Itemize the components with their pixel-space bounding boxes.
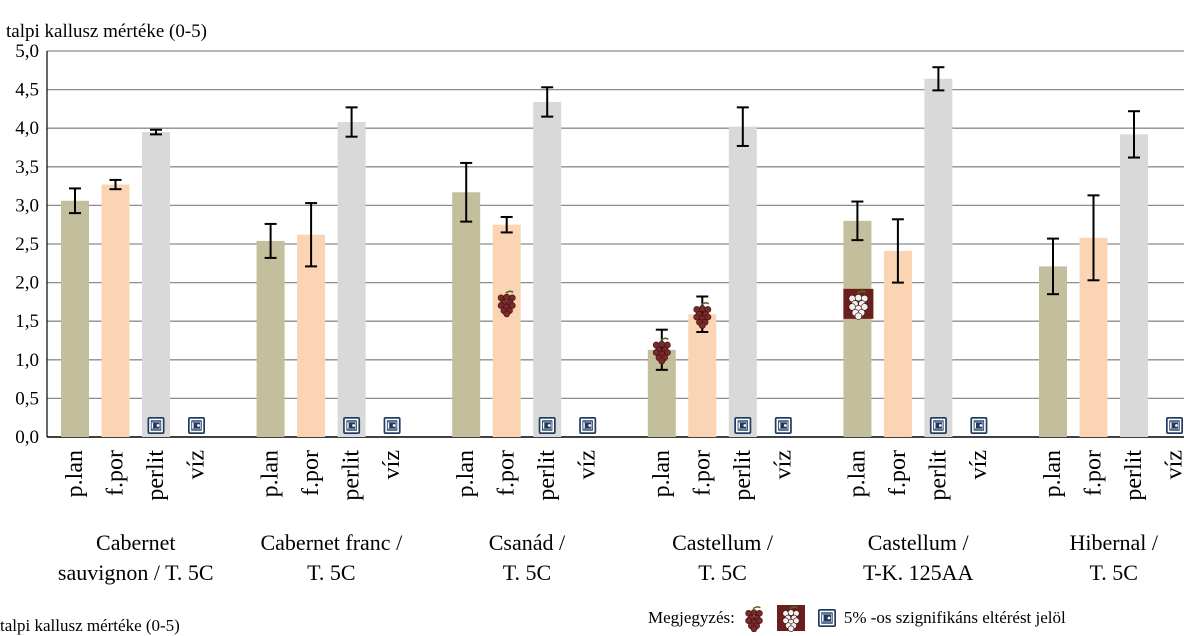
y-axis-title: talpi kallusz mértéke (0-5): [6, 21, 207, 42]
bar-perlit: [729, 127, 757, 437]
safe-marker: [539, 417, 556, 434]
safe-marker: [1166, 417, 1183, 434]
safe-marker: [775, 417, 792, 434]
grape-box-marker: [843, 289, 873, 320]
y-tick-label: 1,5: [15, 311, 39, 332]
category-label: f.por: [885, 450, 911, 496]
category-label: víz: [966, 450, 992, 479]
category-label: perlit: [534, 450, 560, 501]
note-text: 5% -os szignifikáns eltérést jelöl: [844, 608, 1066, 627]
category-label: perlit: [730, 450, 756, 501]
group-label-line2: T. 5C: [1090, 560, 1138, 585]
category-label: f.por: [689, 450, 715, 496]
bar-perlit: [924, 79, 952, 437]
safe-marker: [579, 417, 596, 434]
category-label: p.lan: [1040, 450, 1066, 497]
category-label: víz: [770, 450, 796, 479]
grape-marker: [746, 607, 763, 632]
category-label: p.lan: [453, 450, 479, 497]
safe-marker: [384, 417, 401, 434]
category-label: p.lan: [62, 450, 88, 497]
safe-marker: [188, 417, 205, 434]
y-tick-label: 5,0: [15, 41, 39, 62]
group-label-line2: T. 5C: [307, 560, 355, 585]
y-tick-label: 3,5: [15, 157, 39, 178]
safe-marker: [148, 417, 165, 434]
note-prefix: Megjegyzés:: [648, 608, 735, 627]
category-label: perlit: [339, 450, 365, 501]
y-tick-label: 0,0: [15, 427, 39, 448]
y-tick-label: 4,5: [15, 80, 39, 101]
safe-icon: [817, 608, 837, 628]
category-label: perlit: [143, 450, 169, 501]
bar-p.lan: [61, 201, 89, 437]
grape-box-marker: [777, 605, 805, 632]
safe-marker: [930, 417, 947, 434]
y-tick-label: 2,0: [15, 273, 39, 294]
safe-marker: [343, 417, 360, 434]
bar-perlit: [1120, 134, 1148, 437]
group-label-line1: Cabernet franc /: [260, 530, 403, 555]
bar-p.lan: [452, 192, 480, 437]
group-label-line2: T. 5C: [698, 560, 746, 585]
group-label-line1: Hibernal /: [1069, 530, 1158, 555]
safe-marker: [970, 417, 987, 434]
safe-marker: [734, 417, 751, 434]
bar-perlit: [533, 102, 561, 437]
category-label: f.por: [1081, 450, 1107, 496]
bar-f.por: [493, 225, 521, 437]
category-label: p.lan: [258, 450, 284, 497]
bar-f.por: [102, 185, 130, 437]
group-label-line1: Castellum /: [868, 530, 970, 555]
y-tick-label: 0,5: [15, 388, 39, 409]
significance-note: Megjegyzés: 5% -os szignifikáns eltérést…: [648, 604, 1066, 632]
bar-p.lan: [257, 241, 285, 437]
group-label-line2: T-K. 125AA: [863, 560, 974, 585]
category-label: víz: [575, 450, 601, 479]
cut-off-caption: talpi kallusz mértéke (0-5): [0, 616, 180, 636]
category-label: víz: [1162, 450, 1184, 479]
y-tick-label: 2,5: [15, 234, 39, 255]
y-tick-label: 3,0: [15, 195, 39, 216]
category-label: víz: [379, 450, 405, 479]
safe-marker: [818, 609, 836, 627]
group-label-line2: T. 5C: [503, 560, 551, 585]
group-label-line1: Castellum /: [672, 530, 774, 555]
group-label-line1: Csanád /: [489, 530, 566, 555]
bar-p.lan: [843, 221, 871, 437]
category-label: f.por: [103, 450, 129, 496]
group-label-line2: sauvignon / T. 5C: [58, 560, 214, 585]
category-label: perlit: [925, 450, 951, 501]
category-label: f.por: [298, 450, 324, 496]
bar-perlit: [338, 122, 366, 437]
category-label: f.por: [494, 450, 520, 496]
category-label: perlit: [1121, 450, 1147, 501]
bar-perlit: [142, 132, 170, 437]
category-label: p.lan: [649, 450, 675, 497]
y-tick-label: 4,0: [15, 118, 39, 139]
y-tick-label: 1,0: [15, 350, 39, 371]
category-label: p.lan: [844, 450, 870, 497]
grape-icon: [742, 604, 766, 632]
grape-box-icon: [776, 604, 806, 632]
group-label-line1: Cabernet: [96, 530, 175, 555]
category-label: víz: [184, 450, 210, 479]
